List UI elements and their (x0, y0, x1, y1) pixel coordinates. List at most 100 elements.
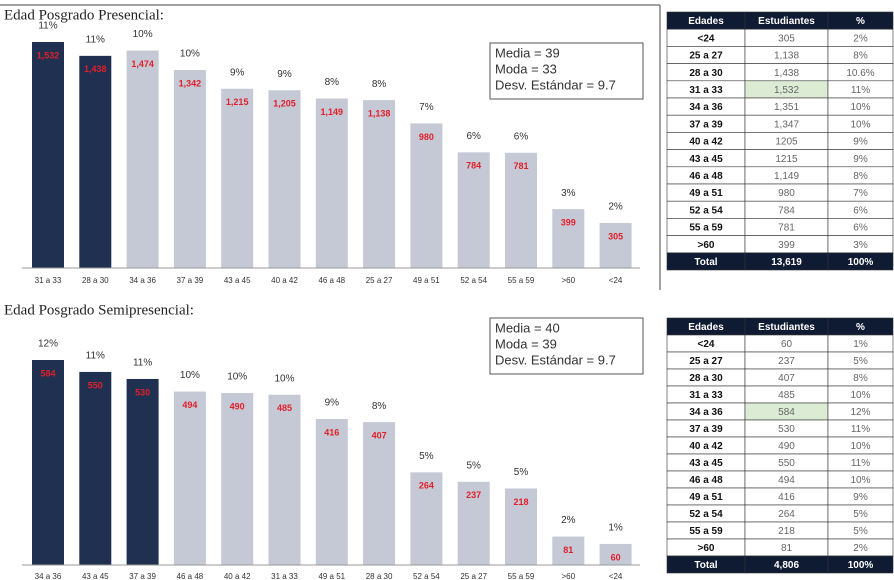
cell: 4,806 (774, 560, 799, 571)
stat: Moda = 33 (495, 61, 557, 76)
cell: >60 (698, 240, 715, 251)
bar (126, 50, 159, 268)
header-cell: Edades (688, 16, 724, 27)
cell: 100% (848, 257, 874, 268)
bar (173, 391, 206, 565)
percent-label: 11% (38, 21, 57, 32)
cell: 31 a 33 (689, 85, 723, 96)
cell: 1% (853, 339, 868, 350)
value-label: 218 (513, 497, 528, 507)
cell: 10% (850, 475, 870, 486)
bar (79, 55, 112, 269)
percent-label: 9% (277, 69, 292, 80)
value-label: 490 (230, 401, 245, 411)
cell: 60 (781, 339, 793, 350)
bar (363, 100, 396, 269)
cell: 5% (853, 509, 868, 520)
cell: 6% (853, 223, 868, 234)
percent-label: 6% (514, 131, 529, 142)
value-label: 407 (372, 431, 387, 441)
x-tick-label: 40 a 42 (224, 572, 251, 580)
cell: 490 (778, 441, 795, 452)
table-cell (827, 555, 894, 574)
bar (552, 209, 585, 268)
bar (552, 536, 585, 565)
x-tick-label: 52 a 54 (460, 276, 487, 285)
percent-label: 10% (227, 372, 247, 383)
value-label: 305 (608, 231, 623, 241)
cell: 11% (851, 458, 870, 469)
percent-label: 8% (372, 401, 387, 412)
cell: 34 a 36 (689, 407, 723, 418)
value-label: 494 (182, 400, 197, 410)
bar (410, 123, 443, 268)
bar (32, 360, 64, 565)
header-cell: % (856, 16, 865, 27)
bar (221, 88, 254, 269)
stat: Desv. Estándar = 9.7 (495, 352, 616, 367)
cell: 399 (778, 240, 795, 251)
cell: 25 a 27 (689, 356, 723, 367)
cell: >60 (698, 543, 715, 554)
stat: Media = 40 (495, 320, 560, 335)
cell: 10.6% (846, 68, 874, 79)
x-tick-label: 37 a 39 (177, 276, 204, 285)
value-label: 784 (466, 161, 481, 171)
bar (221, 392, 254, 565)
bar (457, 481, 490, 565)
value-label: 1,149 (321, 107, 344, 117)
x-tick-label: 34 a 36 (35, 572, 62, 580)
x-tick-label: 49 a 51 (318, 572, 345, 580)
value-label: 81 (563, 545, 573, 555)
cell: 980 (778, 188, 795, 199)
bar (268, 394, 301, 565)
percent-label: 5% (466, 460, 481, 471)
cell: 584 (778, 407, 795, 418)
stat: Desv. Estándar = 9.7 (495, 77, 616, 92)
cell: 5% (853, 526, 868, 537)
value-label: 1,205 (273, 99, 296, 109)
cell: 1,138 (774, 51, 799, 62)
cell: 10% (850, 119, 870, 130)
cell: 40 a 42 (689, 441, 723, 452)
value-label: 1,474 (131, 59, 154, 69)
cell: 5% (853, 356, 868, 367)
percent-label: 8% (372, 79, 387, 90)
x-tick-label: 34 a 36 (129, 276, 156, 285)
percent-label: 7% (419, 102, 434, 113)
x-tick-label: 37 a 39 (129, 572, 156, 580)
x-tick-label: 25 a 27 (460, 572, 487, 580)
bar (457, 152, 490, 268)
value-label: 399 (561, 218, 576, 228)
bar (599, 223, 632, 268)
cell: 55 a 59 (689, 223, 723, 234)
value-label: 264 (419, 481, 434, 491)
cell: 28 a 30 (689, 68, 723, 79)
bar (126, 378, 159, 565)
cell: 550 (778, 458, 795, 469)
stats-box (489, 42, 644, 100)
x-tick-label: >60 (562, 572, 576, 580)
cell: <24 (698, 339, 715, 350)
x-tick-label: 31 a 33 (35, 276, 62, 285)
bar (505, 488, 537, 565)
value-label: 1,342 (179, 78, 202, 88)
value-label: 1,215 (226, 97, 249, 107)
cell: 7% (853, 188, 868, 199)
cell: 2% (853, 33, 868, 44)
cell: 9% (853, 137, 868, 148)
cell: 10% (850, 441, 870, 452)
cell: 8% (853, 373, 868, 384)
cell: 49 a 51 (689, 492, 723, 503)
table-cell (827, 252, 894, 271)
x-tick-label: 40 a 42 (271, 276, 298, 285)
cell: 34 a 36 (689, 102, 723, 113)
cell: 485 (778, 390, 795, 401)
x-tick-label: <24 (609, 276, 623, 285)
percent-label: 11% (133, 358, 152, 369)
x-tick-label: >60 (562, 276, 576, 285)
cell: 49 a 51 (689, 188, 723, 199)
cell: 43 a 45 (689, 154, 723, 165)
cell: 1,532 (774, 85, 799, 96)
percent-label: 12% (38, 339, 58, 350)
